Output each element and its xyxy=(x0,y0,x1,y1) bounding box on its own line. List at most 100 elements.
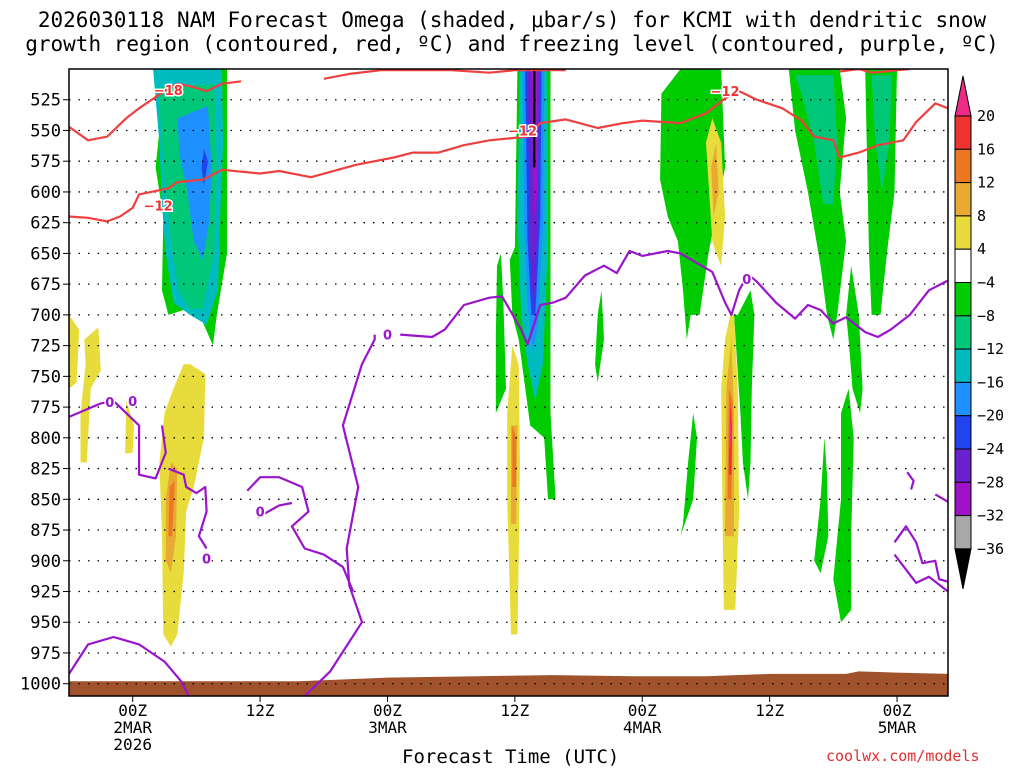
colorbar-top-arrow xyxy=(954,75,972,117)
colorbar-label-10: −24 xyxy=(977,440,1004,458)
freezing-contour-5 xyxy=(303,334,376,696)
x-tick-label-4-0: 00Z xyxy=(628,701,657,720)
colorbar-label-6: −8 xyxy=(977,307,995,325)
y-tick-label-925: 925 xyxy=(30,583,61,603)
colorbar-label-0: 20 xyxy=(977,107,995,125)
y-tick-label-650: 650 xyxy=(30,244,61,264)
y-tick-label-750: 750 xyxy=(30,367,61,387)
y-tick-label-900: 900 xyxy=(30,552,61,572)
colorbar-segment-8 xyxy=(954,381,972,417)
colorbar-label-7: −12 xyxy=(977,340,1004,358)
contour-label-6: 0 xyxy=(202,552,211,567)
omega-region-18 xyxy=(795,75,838,205)
contour-label-9: 0 xyxy=(742,273,751,288)
plot-frame xyxy=(68,68,949,697)
colorbar-segment-4 xyxy=(954,248,972,283)
chart-title-line1: 2026030118 NAM Forecast Omega (shaded, μ… xyxy=(37,8,987,32)
y-tick-label-1000: 1000 xyxy=(20,675,61,695)
y-tick-label-775: 775 xyxy=(30,398,61,418)
freezing-contour-8 xyxy=(893,553,948,593)
x-tick-label-6-1: 5MAR xyxy=(878,718,917,737)
freezing-contour-0 xyxy=(69,399,167,480)
colorbar-segment-0 xyxy=(954,115,972,150)
colorbar-segment-11 xyxy=(954,481,972,517)
chart-title-line2: growth region (contoured, red, ºC) and f… xyxy=(25,32,999,56)
contour-label-7: 0 xyxy=(256,506,265,521)
x-tick-label-4-1: 4MAR xyxy=(623,718,662,737)
freezing-contour-10 xyxy=(934,493,948,503)
grid xyxy=(69,99,948,685)
dgz-contour-2 xyxy=(323,69,566,80)
omega-region-15 xyxy=(734,290,755,500)
x-tick-label-2-0: 00Z xyxy=(373,701,402,720)
freezing-contour-1 xyxy=(167,467,208,550)
y-tick-label-725: 725 xyxy=(30,337,61,357)
x-tick-label-1-0: 12Z xyxy=(246,701,275,720)
contour-label-3: −12 xyxy=(711,85,740,100)
contour-label-0: −18 xyxy=(154,84,183,99)
colorbar-label-9: −20 xyxy=(977,407,1004,425)
y-tick-label-600: 600 xyxy=(30,183,61,203)
colorbar-label-13: −36 xyxy=(977,540,1004,558)
x-tick-label-0-2: 2026 xyxy=(113,735,152,754)
freezing-contour-6 xyxy=(400,249,948,346)
dgz-contours xyxy=(69,69,948,223)
omega-region-4 xyxy=(201,148,208,186)
y-tick-label-675: 675 xyxy=(30,275,61,295)
colorbar: 20 16 12 8 4 −4 −8 −12 −16 −20 −24 −28 −32 −36 xyxy=(954,75,1004,589)
colorbar-segment-1 xyxy=(954,148,972,184)
y-tick-label-625: 625 xyxy=(30,214,61,234)
omega-region-11 xyxy=(533,69,536,168)
colorbar-segment-7 xyxy=(954,348,972,383)
omega-region-29 xyxy=(168,480,175,537)
colorbar-label-8: −16 xyxy=(977,373,1004,391)
omega-region-32 xyxy=(512,425,517,487)
y-axis: 525 550 575 600 625 650 675 700 725 750 775 800 825 8… xyxy=(20,91,69,695)
omega-region-13 xyxy=(595,290,604,383)
terrain-fill xyxy=(69,671,948,696)
dgz-contour-3 xyxy=(839,69,910,74)
freezing-contour-7 xyxy=(893,525,948,583)
omega-shading xyxy=(69,69,897,647)
colorbar-label-5: −4 xyxy=(977,274,995,292)
x-tick-label-0-1: 2MAR xyxy=(113,718,152,737)
x-tick-label-3-0: 12Z xyxy=(500,701,529,720)
freezing-contour-3 xyxy=(256,501,293,519)
y-tick-label-950: 950 xyxy=(30,613,61,633)
colorbar-segment-9 xyxy=(954,415,972,450)
freezing-contour-4 xyxy=(69,635,190,696)
colorbar-label-12: −32 xyxy=(977,507,1004,525)
y-tick-label-700: 700 xyxy=(30,306,61,326)
y-tick-label-575: 575 xyxy=(30,152,61,172)
credit-link[interactable]: coolwx.com/models xyxy=(826,747,980,765)
dgz-contour-1 xyxy=(69,89,948,223)
colorbar-label-1: 16 xyxy=(977,140,995,158)
omega-region-20 xyxy=(871,75,892,192)
freezing-contour-9 xyxy=(906,471,915,490)
omega-region-23 xyxy=(833,388,854,623)
x-tick-label-0-0: 00Z xyxy=(118,701,147,720)
omega-region-25 xyxy=(80,327,101,463)
contour-label-8: 0 xyxy=(383,329,392,344)
freezing-level-contours xyxy=(69,249,948,696)
x-tick-label-2-1: 3MAR xyxy=(368,718,407,737)
contour-label-1: −12 xyxy=(144,199,173,214)
y-tick-label-825: 825 xyxy=(30,460,61,480)
y-tick-label-550: 550 xyxy=(30,121,61,141)
colorbar-segment-3 xyxy=(954,215,972,250)
colorbar-label-11: −28 xyxy=(977,473,1004,491)
x-axis-label: Forecast Time (UTC) xyxy=(402,746,620,768)
omega-region-27 xyxy=(159,364,206,647)
colorbar-bottom-arrow xyxy=(954,548,972,589)
x-tick-label-6-0: 00Z xyxy=(883,701,912,720)
colorbar-segment-2 xyxy=(954,182,972,217)
y-tick-label-975: 975 xyxy=(30,644,61,664)
colorbar-segment-5 xyxy=(954,282,972,317)
x-tick-label-5-0: 12Z xyxy=(755,701,784,720)
colorbar-segment-12 xyxy=(954,515,972,550)
colorbar-segment-6 xyxy=(954,315,972,350)
omega-region-24 xyxy=(69,314,80,389)
